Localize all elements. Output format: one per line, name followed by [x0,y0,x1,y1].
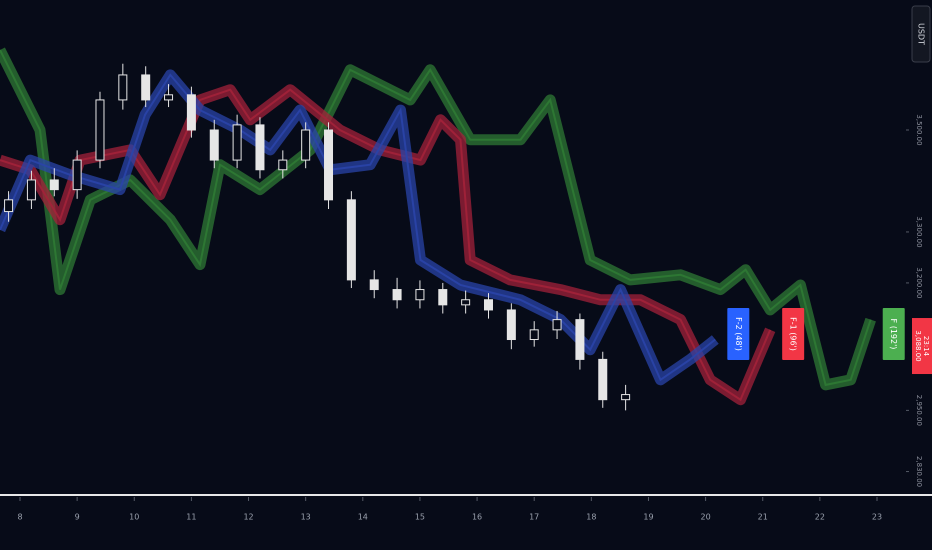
candle-body [415,289,425,301]
candle-body [278,159,288,171]
candle-body [301,129,311,161]
candle-body [164,94,174,101]
candle-body [186,94,196,131]
band-core [0,49,872,387]
candle-body [392,289,402,301]
candle-body [621,394,631,401]
candle-body [26,179,36,201]
x-tick-label: 18 [586,513,596,522]
last-price-badge [912,318,932,375]
currency-label: USDT [917,23,926,45]
y-tick-label: 3,500.00 [915,114,923,145]
currency-badge[interactable] [911,5,931,63]
candle-body [575,319,585,360]
candle-body [72,159,82,191]
candle-body [49,179,59,191]
x-tick-label: 22 [815,513,825,522]
series-tag [882,308,905,360]
candle-body [369,279,379,291]
band-core [0,88,772,402]
x-tick-label: 20 [701,513,711,522]
candle-body [255,124,265,171]
x-tick-label: 8 [17,513,22,522]
y-tick-label: 3,200.00 [915,267,923,298]
candle-body [95,99,105,161]
candle-body [598,358,608,401]
x-tick-label: 9 [75,513,80,522]
x-tick-label: 12 [243,513,253,522]
candle-body [461,299,471,306]
candle-body [232,124,242,161]
candle-body [141,74,151,101]
candle-body [438,289,448,306]
x-tick-label: 10 [129,513,139,522]
band-core [0,73,716,382]
series-tag [727,308,750,360]
candle-body [4,199,14,213]
series-tag-label: F-1 (96') [789,317,798,351]
y-tick-label: 2,950.00 [915,395,923,426]
series-tag-label: F (192') [889,319,898,350]
series-tag-label: F-2 (48') [734,317,743,351]
countdown-label: 23:14 [922,336,930,357]
x-tick-label: 15 [415,513,425,522]
x-tick-label: 14 [358,513,368,522]
candle-body [324,129,334,201]
candle-body [346,199,356,281]
x-tick-label: 16 [472,513,482,522]
candle-body [483,299,493,311]
last-price-label: 3,088.00 [914,330,922,361]
x-tick-label: 23 [872,513,882,522]
candle-body [506,309,516,341]
x-tick-label: 11 [186,513,196,522]
x-tick-label: 13 [301,513,311,522]
y-tick-label: 2,830.00 [915,456,923,487]
candle-body [529,329,539,341]
x-tick-label: 21 [758,513,768,522]
candle-body [118,74,128,101]
x-tick-label: 19 [643,513,653,522]
candle-body [209,129,219,161]
y-tick-label: 3,300.00 [915,216,923,247]
x-tick-label: 17 [529,513,539,522]
candle-body [552,319,562,331]
series-tag [782,308,805,360]
